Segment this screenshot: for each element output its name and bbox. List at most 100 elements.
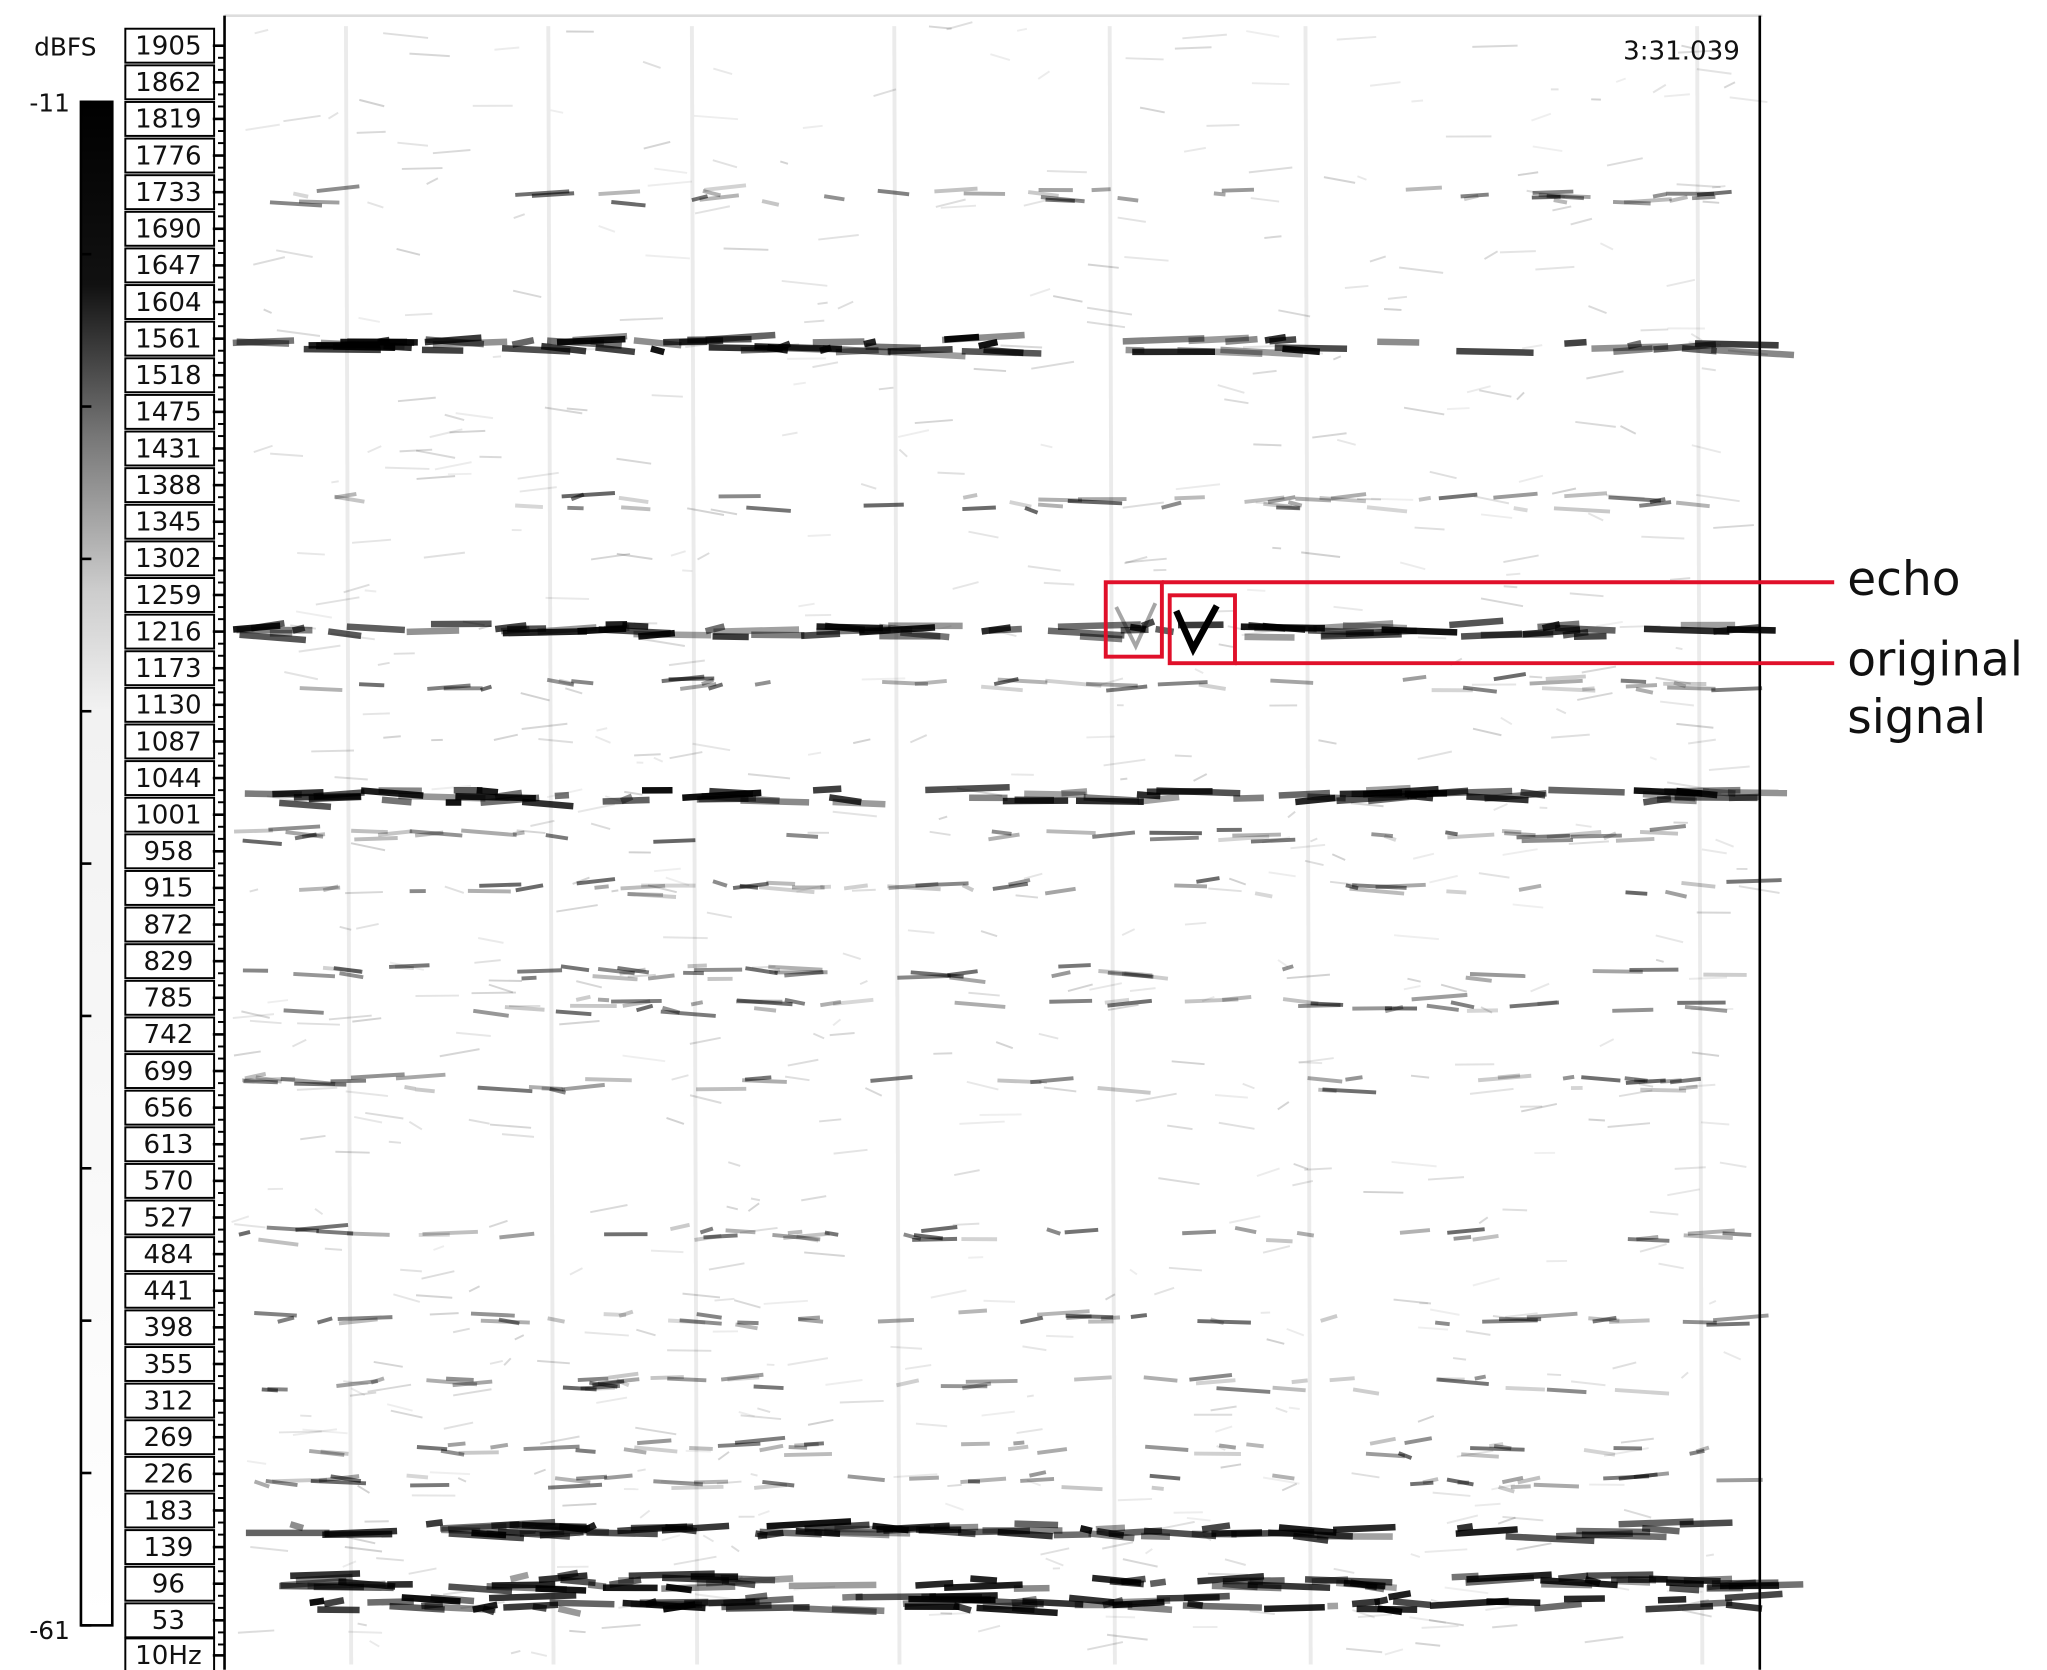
streak	[561, 491, 616, 499]
streak	[1349, 886, 1405, 896]
streak	[290, 1570, 361, 1580]
streak	[1100, 1315, 1121, 1321]
streak	[1504, 831, 1536, 838]
freq-label: 1001	[135, 801, 201, 831]
freq-label-box	[124, 1492, 216, 1529]
streak	[824, 1230, 839, 1237]
streak	[1137, 793, 1180, 805]
noise	[344, 1546, 383, 1553]
noise	[1429, 470, 1457, 480]
noise	[356, 130, 386, 134]
streak	[558, 678, 574, 686]
noise	[1518, 474, 1544, 483]
noise	[1224, 398, 1249, 405]
streak	[1501, 1475, 1524, 1485]
noise	[520, 692, 550, 702]
streak	[1222, 994, 1252, 1002]
colorbar-unit: dBFS	[34, 32, 96, 61]
noise	[622, 1054, 666, 1063]
streak	[1724, 1590, 1783, 1602]
streak	[619, 793, 634, 805]
freq-label: 1130	[135, 691, 201, 721]
noise	[796, 884, 824, 893]
noise	[1216, 1445, 1226, 1451]
streak	[511, 337, 535, 348]
streak	[1711, 346, 1795, 359]
noise	[1421, 1625, 1459, 1629]
noise	[1667, 781, 1710, 791]
noise	[343, 583, 370, 594]
noise	[429, 1312, 459, 1316]
streak	[1706, 1321, 1750, 1327]
streak	[327, 628, 362, 640]
streak	[1446, 889, 1467, 895]
streak	[1065, 1313, 1114, 1320]
noise	[348, 1630, 383, 1634]
noise	[904, 1364, 932, 1370]
noise	[661, 1480, 705, 1484]
streak	[1149, 835, 1199, 842]
streak	[395, 1072, 446, 1081]
streak	[1513, 506, 1528, 513]
streak	[537, 624, 597, 635]
streak	[1295, 496, 1332, 503]
noise	[1145, 1548, 1153, 1555]
noise	[530, 1651, 548, 1657]
streak	[1521, 838, 1574, 844]
streak	[1051, 970, 1071, 979]
original-label: original	[1847, 633, 2023, 688]
noise	[444, 413, 465, 421]
noise	[1587, 512, 1604, 522]
streak	[1484, 790, 1547, 802]
streak	[498, 1317, 520, 1326]
noise	[1286, 1327, 1305, 1337]
streak	[377, 829, 413, 837]
streak	[958, 1308, 988, 1315]
noise	[1053, 295, 1083, 303]
noise	[807, 751, 822, 756]
streak	[1627, 1237, 1670, 1243]
streak	[422, 1229, 478, 1236]
streak	[732, 881, 769, 891]
noise	[1312, 432, 1347, 439]
streak	[280, 1577, 347, 1589]
freq-label: 872	[144, 910, 194, 940]
noise	[661, 1534, 681, 1542]
streak	[1345, 1075, 1363, 1082]
streak	[766, 880, 796, 886]
streak	[1002, 797, 1069, 805]
freq-label: 1259	[135, 581, 201, 611]
streak	[1037, 502, 1064, 509]
streak	[611, 200, 646, 208]
noise	[907, 929, 935, 934]
noise	[1655, 676, 1691, 685]
streak	[787, 1229, 803, 1236]
noise	[1301, 551, 1341, 558]
noise	[431, 784, 472, 791]
streak	[902, 1595, 992, 1607]
noise	[1154, 1286, 1175, 1296]
streak	[772, 1232, 821, 1242]
noise	[501, 1133, 535, 1138]
noise	[253, 256, 286, 266]
noise	[1100, 677, 1124, 686]
streak	[512, 830, 525, 837]
streak	[334, 491, 357, 500]
streak	[1037, 1309, 1090, 1317]
noise	[954, 1169, 980, 1177]
onset	[1107, 26, 1117, 1665]
noise	[1336, 35, 1377, 41]
noise	[1171, 1060, 1205, 1066]
streak	[1625, 1078, 1666, 1085]
freq-label: 1776	[135, 141, 201, 171]
noise	[832, 1018, 842, 1027]
streak	[415, 1087, 435, 1094]
streak	[1020, 1477, 1055, 1483]
noise	[1089, 982, 1122, 991]
freq-label: 958	[144, 837, 194, 867]
noise	[314, 1208, 324, 1216]
noise	[1167, 1124, 1193, 1131]
noise	[1363, 1190, 1404, 1194]
freq-label-box	[124, 503, 216, 540]
freq-label-box	[124, 430, 216, 467]
